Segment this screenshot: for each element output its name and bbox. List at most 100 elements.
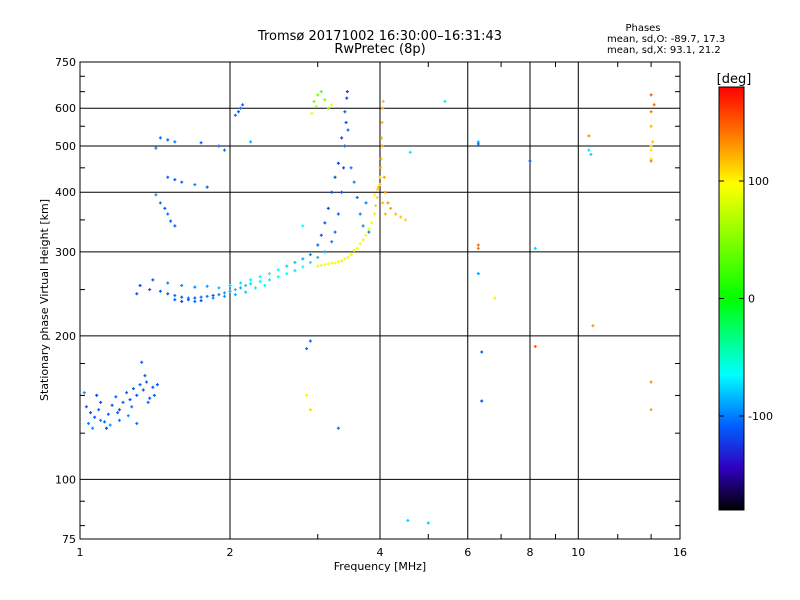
y-axis-ticks: 75 100 200 300 400 500 600 750 [55, 56, 680, 546]
data-point [382, 175, 386, 179]
data-point [180, 300, 184, 304]
data-point [211, 296, 215, 300]
data-point [135, 421, 139, 425]
data-point [319, 90, 323, 94]
data-point [223, 148, 227, 152]
data-point [386, 201, 390, 205]
colorbar-tick-label: 100 [748, 175, 769, 188]
data-point [344, 121, 348, 125]
data-point [326, 262, 330, 266]
colorbar-tick-label: -100 [748, 410, 773, 423]
data-point [180, 295, 184, 299]
y-axis-label: Stationary phase Virtual Height [km] [38, 199, 51, 401]
data-point [406, 519, 410, 523]
data-point [333, 175, 337, 179]
data-point [355, 246, 359, 250]
data-point [399, 215, 403, 219]
data-point [106, 412, 110, 416]
data-point [253, 286, 257, 290]
data-point [352, 248, 356, 252]
data-point [383, 190, 387, 194]
data-point [193, 300, 197, 304]
x-tick-label: 1 [77, 546, 84, 559]
data-point [276, 268, 280, 272]
data-point [319, 233, 323, 237]
data-point [128, 398, 132, 402]
data-point [158, 201, 162, 205]
data-point [649, 110, 653, 114]
data-point [151, 385, 155, 389]
data-point [305, 347, 309, 351]
data-point [199, 141, 203, 145]
y-tick-label: 600 [55, 102, 76, 115]
data-point [293, 269, 297, 273]
data-point [587, 134, 591, 138]
data-point [86, 421, 90, 425]
data-point [476, 246, 480, 250]
plot-frame [79, 61, 681, 540]
data-point [308, 339, 312, 343]
data-point [367, 227, 371, 231]
data-point [285, 272, 289, 276]
data-point [91, 426, 95, 430]
data-point [380, 121, 384, 125]
data-point [169, 219, 173, 223]
data-point [308, 260, 312, 264]
data-point [587, 148, 591, 152]
data-point [103, 420, 107, 424]
plot-grid [80, 62, 680, 539]
data-point [199, 299, 203, 303]
data-point [352, 180, 356, 184]
y-tick-label: 75 [62, 533, 76, 546]
y-tick-label: 200 [55, 330, 76, 343]
data-point [361, 238, 365, 242]
data-point [342, 166, 346, 170]
data-point [378, 183, 382, 187]
data-point [135, 292, 139, 296]
data-point [380, 144, 384, 148]
data-point [193, 285, 197, 289]
chart-title: Tromsø 20171002 16:30:00–16:31:43 [257, 29, 502, 44]
data-point [138, 383, 142, 387]
data-point [476, 272, 480, 276]
data-point [108, 423, 112, 427]
data-point [323, 98, 327, 102]
data-point [140, 360, 144, 364]
data-point [336, 426, 340, 430]
data-point [117, 418, 121, 422]
data-point [349, 253, 353, 257]
data-point [375, 188, 379, 192]
data-point [301, 265, 305, 269]
data-point [649, 159, 653, 163]
y-tick-label: 400 [55, 186, 76, 199]
data-point [97, 408, 101, 412]
data-point [117, 408, 121, 412]
data-point [228, 283, 232, 287]
data-point [228, 289, 232, 293]
data-point [166, 212, 170, 216]
x-tick-label: 6 [464, 546, 471, 559]
data-point [211, 293, 215, 297]
data-point [308, 253, 312, 257]
data-point [249, 278, 253, 282]
data-point [649, 408, 653, 412]
data-point [180, 180, 184, 184]
data-point [148, 396, 152, 400]
data-point [249, 282, 253, 286]
data-point [373, 193, 377, 197]
data-point [364, 201, 368, 205]
data-point [370, 221, 374, 225]
data-point [244, 283, 248, 287]
data-point [493, 296, 497, 300]
data-point [374, 204, 378, 208]
colorbar-label: [deg] [717, 72, 752, 87]
data-point [358, 212, 362, 216]
x-tick-label: 16 [673, 546, 687, 559]
data-point [649, 93, 653, 97]
chart-subtitle: RwPretec (8p) [334, 42, 425, 57]
data-point [244, 290, 248, 294]
data-point [333, 261, 337, 265]
data-point [346, 128, 350, 132]
data-point [239, 286, 243, 290]
